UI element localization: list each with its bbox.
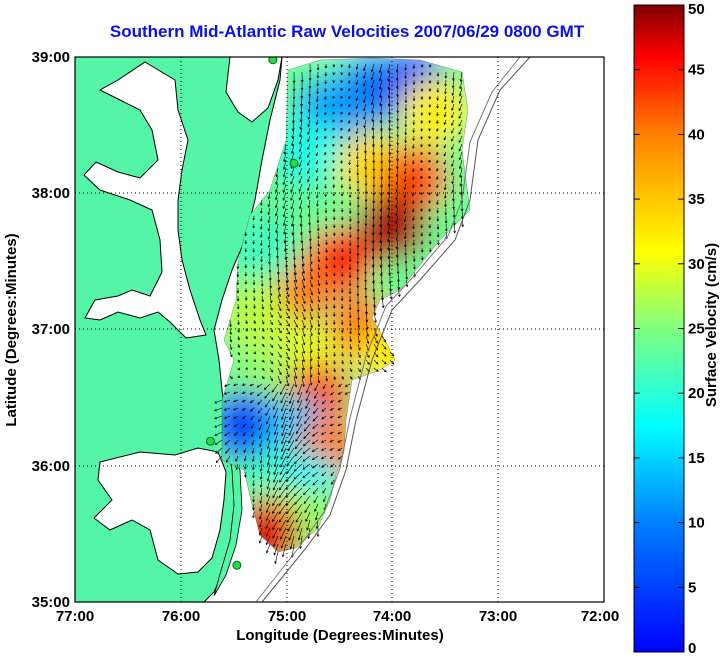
shelf-contour-2 <box>255 57 521 602</box>
colorbar-tick-label: 20 <box>688 385 705 402</box>
y-axis-label: Latitude (Degrees:Minutes) <box>3 233 20 426</box>
radar-station-marker <box>232 560 242 570</box>
y-tick-label: 35:00 <box>32 594 70 611</box>
velocity-cell <box>400 77 469 146</box>
velocity-vectors <box>214 63 465 565</box>
y-tick-label: 38:00 <box>32 185 70 202</box>
barrier-island <box>213 439 243 597</box>
x-tick-label: 77:00 <box>56 608 94 625</box>
colorbar-tick-label: 50 <box>688 1 705 18</box>
radar-stations <box>205 57 299 570</box>
radar-station-marker <box>205 436 215 446</box>
x-tick-label: 73:00 <box>479 608 517 625</box>
x-tick-label: 74:00 <box>373 608 411 625</box>
chart-title: Southern Mid-Atlantic Raw Velocities 200… <box>109 22 585 41</box>
map-grid <box>75 57 604 602</box>
colorbar-tick-label: 0 <box>688 640 696 657</box>
velocity-cell <box>358 193 427 262</box>
colorbar-tick-label: 25 <box>688 321 705 338</box>
shelf-contour <box>261 57 531 602</box>
y-tick-label: 39:00 <box>32 49 70 66</box>
x-axis-label: Longitude (Degrees:Minutes) <box>236 627 444 644</box>
colorbar-tick-label: 10 <box>688 515 705 532</box>
plot-frame <box>74 56 605 603</box>
y-tick-label: 36:00 <box>32 458 70 475</box>
colorbar-tick-label: 40 <box>688 126 705 143</box>
velocity-arrow <box>214 63 465 565</box>
colorbar-label: Surface Velocity (cm/s) <box>703 243 720 407</box>
chesapeake-bay <box>83 61 207 339</box>
colorbar-ticks: 0 5 10 15 20 25 30 35 40 45 50 <box>634 1 705 657</box>
colorbar-tick-label: 30 <box>688 256 705 273</box>
colorbar-tick-label: 45 <box>688 62 705 79</box>
velocity-cell <box>231 213 300 282</box>
field-outline <box>221 57 471 553</box>
y-tick-label: 37:00 <box>32 321 70 338</box>
delaware-bay <box>225 57 283 123</box>
radar-station-marker <box>268 57 278 65</box>
x-tick-label: 76:00 <box>162 608 200 625</box>
x-tick-label: 72:00 <box>581 608 619 625</box>
pamlico-sound <box>93 447 227 575</box>
colorbar-tick-label: 15 <box>688 450 705 467</box>
colorbar-tick-label: 35 <box>688 191 705 208</box>
colorbar <box>633 4 685 653</box>
x-tick-label: 75:00 <box>268 608 306 625</box>
colorbar-tick-label: 5 <box>688 579 696 596</box>
radar-station-marker <box>289 158 299 168</box>
velocity-cell <box>273 118 342 187</box>
